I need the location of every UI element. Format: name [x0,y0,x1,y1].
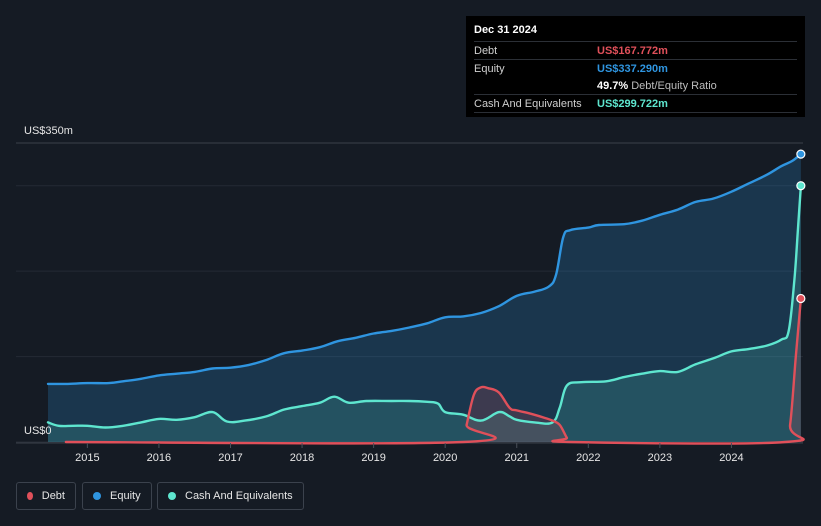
x-tick-label: 2016 [147,452,171,464]
line-cash-and-equivalents [46,184,803,429]
tooltip-equity-value: US$337.290m [597,62,668,75]
legend-equity-dot [93,492,101,500]
x-tick-label: 2015 [75,452,99,464]
legend-equity[interactable]: Equity [82,482,152,510]
tooltip-equity-label: Equity [474,62,505,75]
tooltip-cash-label: Cash And Equivalents [474,97,582,110]
x-tick-label: 2017 [218,452,242,464]
end-marker-cash-and-equivalents [796,181,806,191]
line-equity [46,152,803,386]
legend-equity-label: Equity [110,490,141,502]
chart-lines [46,152,805,445]
end-point-markers [796,149,806,304]
tooltip-debt-value: US$167.772m [597,44,668,57]
x-tick-label: 2024 [719,452,743,464]
line-debt [64,297,805,445]
x-tick-label: 2022 [576,452,600,464]
end-marker-equity [796,149,806,159]
legend-cash-dot [168,492,176,500]
tooltip-row-debt: Debt US$167.772m [474,41,797,59]
legend-debt-label: Debt [41,490,65,502]
x-tick-label: 2019 [361,452,385,464]
tooltip-debt-label: Debt [474,44,498,57]
tooltip-ratio-value: 49.7% [597,79,629,92]
y-tick-label-zero: US$0 [24,425,52,437]
tooltip-cash-value: US$299.722m [597,97,668,110]
tooltip-row-equity: Equity US$337.290m [474,59,797,77]
x-axis-ticks: 2015 2016 2017 2018 2019 2020 2021 2022 2023 2024 [75,443,744,464]
area-equity [48,154,801,442]
legend-debt[interactable]: Debt [16,482,76,510]
legend-cash[interactable]: Cash And Equivalents [157,482,304,510]
tooltip-ratio-label: Debt/Equity Ratio [631,79,717,92]
area-cash-and-equivalents [48,185,801,442]
x-tick-label: 2020 [433,452,457,464]
legend-debt-dot [27,492,33,500]
tooltip-row-cash: Cash And Equivalents US$299.722m [474,94,797,113]
y-tick-label-max: US$350m [24,125,73,137]
tooltip-date: Dec 31 2024 [474,24,537,36]
tooltip-row-ratio: 49.7% Debt/Equity Ratio [474,77,797,94]
x-tick-label: 2023 [648,452,672,464]
legend-cash-label: Cash And Equivalents [185,490,293,502]
chart-areas [48,154,804,444]
data-tooltip: Dec 31 2024 Debt US$167.772m Equity US$3… [466,16,805,117]
end-marker-debt [796,293,806,304]
x-tick-label: 2018 [290,452,314,464]
x-tick-label: 2021 [505,452,529,464]
